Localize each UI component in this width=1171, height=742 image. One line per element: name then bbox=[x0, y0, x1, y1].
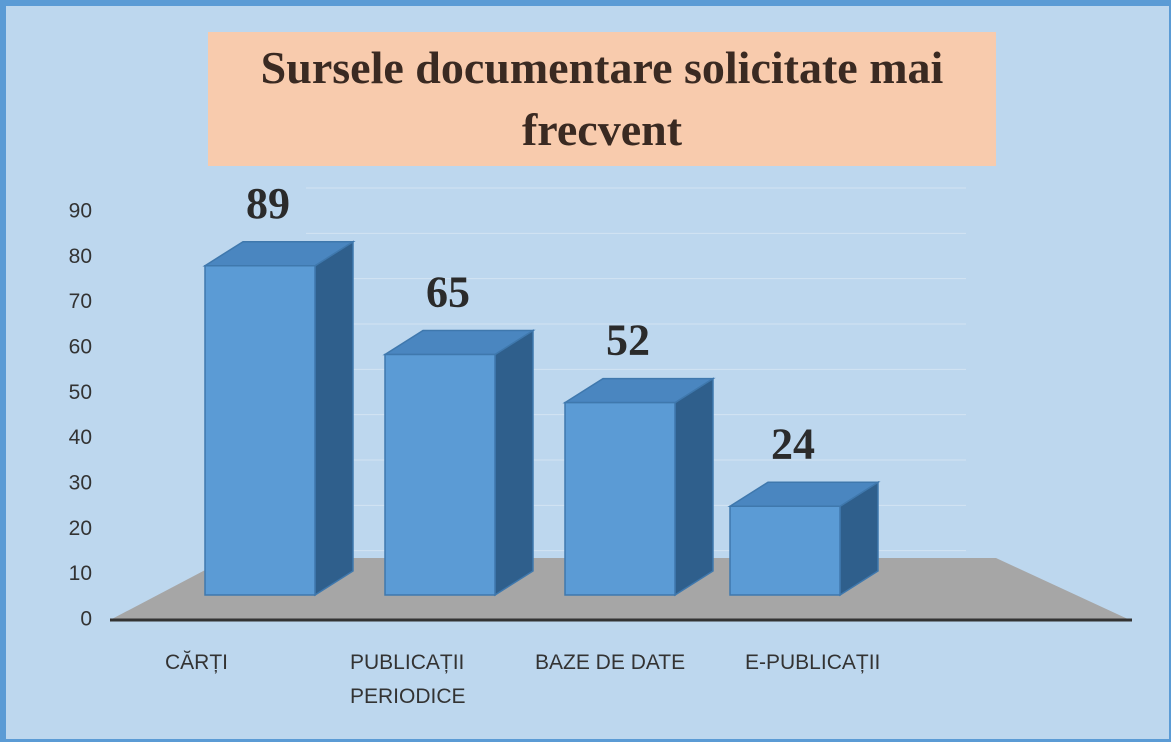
x-tick-label: E-PUBLICAȚII bbox=[745, 651, 881, 674]
value-label: 89 bbox=[246, 179, 290, 228]
y-tick-label: 0 bbox=[80, 608, 92, 631]
bar-front bbox=[204, 264, 316, 596]
plot: 0 10 20 30 40 50 60 70 80 90 89 65 52 24 bbox=[69, 179, 1132, 631]
y-tick-label: 10 bbox=[69, 562, 92, 585]
y-tick-label: 80 bbox=[69, 245, 92, 268]
bar bbox=[202, 240, 356, 597]
value-label: 52 bbox=[606, 316, 650, 365]
bar bbox=[382, 329, 536, 597]
bar-side bbox=[314, 240, 354, 597]
chart-title: Sursele documentare solicitate mai frecv… bbox=[208, 32, 996, 166]
bar bbox=[727, 480, 881, 597]
value-label: 65 bbox=[426, 268, 470, 317]
y-tick-label: 20 bbox=[69, 517, 92, 540]
y-tick-label: 50 bbox=[69, 381, 92, 404]
bar-front bbox=[564, 401, 676, 596]
x-tick-label: BAZE DE DATE bbox=[535, 651, 686, 674]
bar-front bbox=[729, 505, 841, 596]
x-tick-label: PUBLICAȚII PERIODICE bbox=[350, 651, 466, 708]
y-tick-label: 30 bbox=[69, 472, 92, 495]
x-tick-label: CĂRȚI bbox=[165, 651, 228, 674]
bar bbox=[562, 377, 716, 597]
value-label: 24 bbox=[771, 419, 815, 468]
y-tick-label: 60 bbox=[69, 336, 92, 359]
y-tick-label: 40 bbox=[69, 426, 92, 449]
y-tick-label: 90 bbox=[69, 200, 92, 223]
bar-front bbox=[384, 353, 496, 596]
bar-side bbox=[494, 329, 534, 597]
y-tick-label: 70 bbox=[69, 290, 92, 313]
bar-side bbox=[674, 377, 714, 597]
